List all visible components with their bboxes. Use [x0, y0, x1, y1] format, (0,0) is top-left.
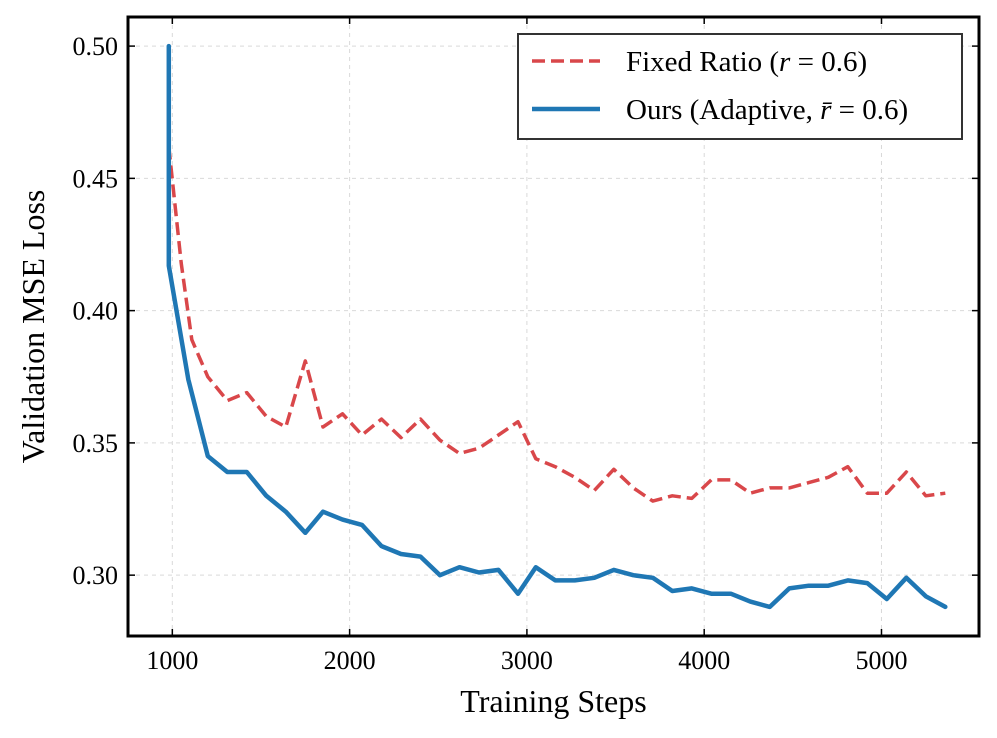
legend-label-ours-adaptive: Ours (Adaptive, r̄ = 0.6)	[626, 94, 908, 126]
legend-label-ours-adaptive-suffix: = 0.6)	[831, 94, 908, 126]
y-tick-label: 0.35	[73, 429, 119, 458]
x-tick-label: 2000	[324, 646, 376, 675]
axis-ticks: 1000 2000 3000 4000 5000 0.30 0.35 0.40 0.45 0.50	[73, 17, 979, 675]
legend-label-ours-adaptive-prefix: Ours (Adaptive,	[626, 94, 820, 126]
legend: Fixed Ratio (r = 0.6) Ours (Adaptive, r̄…	[517, 33, 963, 140]
series-ours-adaptive-line	[166, 43, 948, 610]
x-tick-label: 5000	[855, 646, 907, 675]
legend-label-fixed-ratio-suffix: = 0.6)	[790, 46, 867, 78]
x-tick-label: 4000	[678, 646, 730, 675]
y-tick-label: 0.45	[73, 164, 119, 193]
legend-label-fixed-ratio-var: r	[779, 46, 791, 78]
x-tick-label: 1000	[146, 646, 198, 675]
y-tick-label: 0.40	[73, 297, 119, 326]
y-axis-title: Validation MSE Loss	[15, 190, 51, 464]
x-tick-label: 3000	[501, 646, 553, 675]
series-lines	[166, 43, 948, 610]
x-axis-title: Training Steps	[460, 683, 646, 719]
legend-label-ours-adaptive-var: r̄	[820, 94, 833, 126]
legend-label-fixed-ratio: Fixed Ratio (r = 0.6)	[626, 46, 867, 78]
series-fixed-ratio-line	[167, 146, 946, 503]
plot-frame	[126, 15, 981, 638]
y-tick-label: 0.50	[73, 32, 119, 61]
legend-box	[517, 33, 963, 140]
y-tick-label: 0.30	[73, 561, 119, 590]
legend-label-fixed-ratio-prefix: Fixed Ratio (	[626, 46, 779, 78]
